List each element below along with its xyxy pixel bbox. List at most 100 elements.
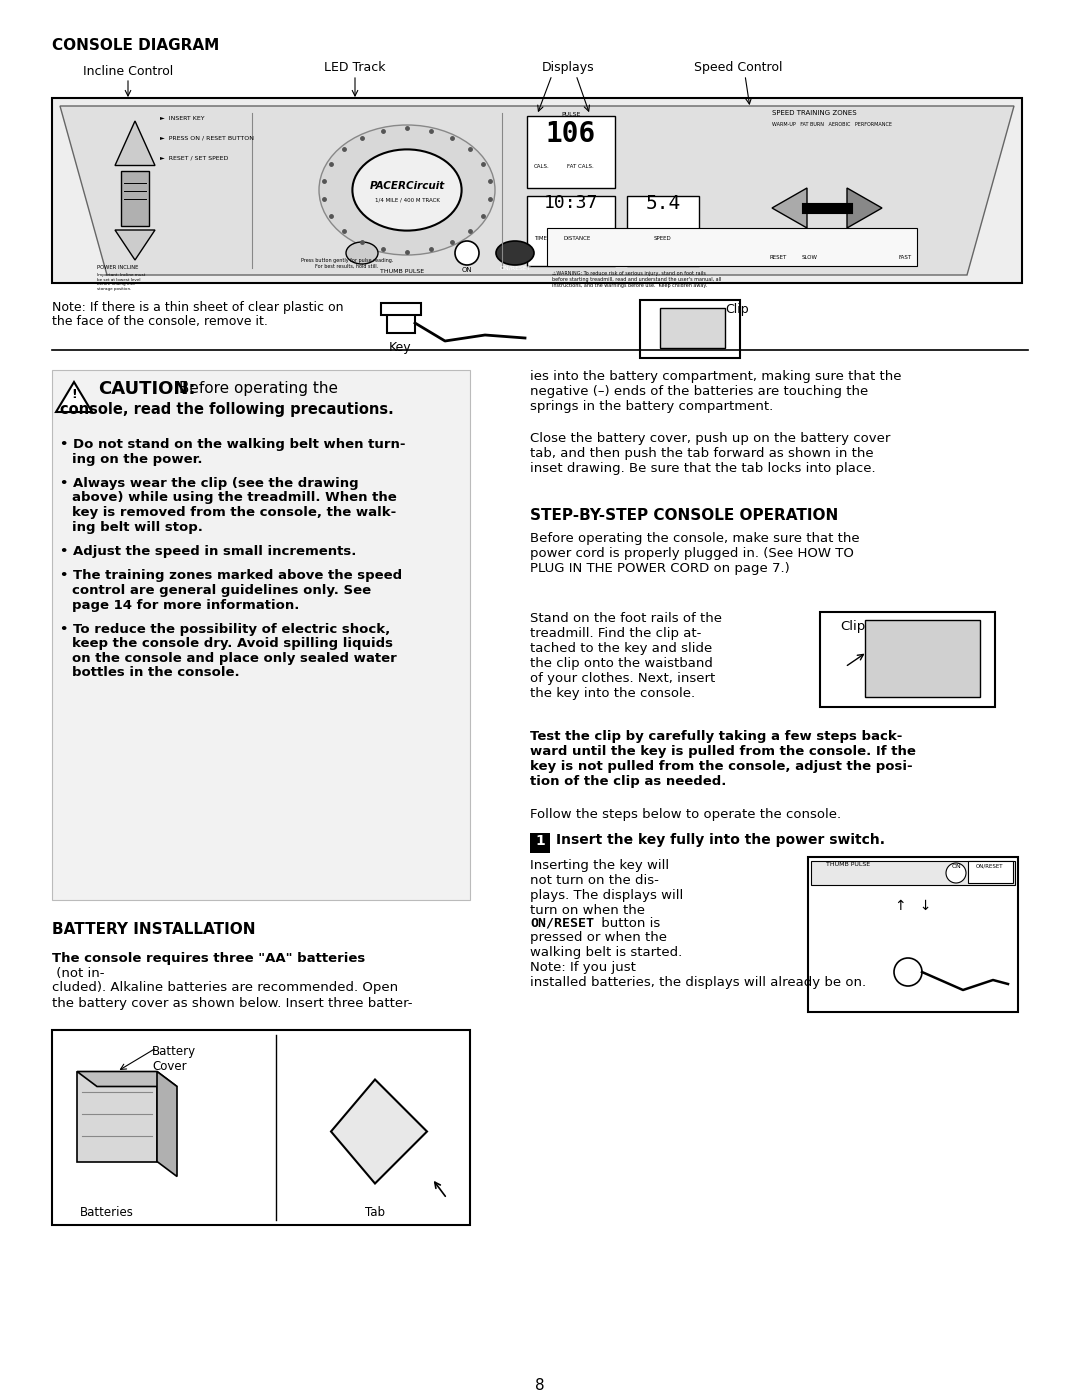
Text: 8: 8	[536, 1377, 544, 1393]
Text: Follow the steps below to operate the console.: Follow the steps below to operate the co…	[530, 807, 841, 821]
Polygon shape	[847, 189, 882, 228]
Circle shape	[894, 958, 922, 986]
Bar	[527, 196, 615, 265]
Text: CONSOLE DIAGRAM: CONSOLE DIAGRAM	[52, 38, 219, 53]
Ellipse shape	[319, 124, 495, 256]
Text: 106: 106	[545, 120, 596, 148]
Text: Inserting the key will
not turn on the dis-
plays. The displays will
turn on whe: Inserting the key will not turn on the d…	[530, 859, 684, 916]
Text: Before operating the: Before operating the	[174, 381, 338, 395]
Ellipse shape	[346, 242, 378, 264]
Text: Clip: Clip	[725, 303, 748, 316]
Text: LED Track: LED Track	[324, 61, 386, 74]
Text: BATTERY INSTALLATION: BATTERY INSTALLATION	[52, 922, 256, 937]
Text: ↑   ↓: ↑ ↓	[895, 900, 931, 914]
Bar	[546, 228, 917, 265]
Polygon shape	[77, 1071, 177, 1087]
Text: POWER INCLINE: POWER INCLINE	[97, 265, 138, 270]
Text: (not in-
cluded). Alkaline batteries are recommended. Open
the battery cover as : (not in- cluded). Alkaline batteries are…	[52, 967, 413, 1010]
Text: above) while using the treadmill. When the: above) while using the treadmill. When t…	[72, 492, 396, 504]
Text: ON: ON	[461, 267, 472, 272]
Text: ON/RESET: ON/RESET	[499, 265, 530, 271]
Bar	[527, 116, 615, 189]
Text: RESET: RESET	[770, 256, 787, 260]
Text: • To reduce the possibility of electric shock,: • To reduce the possibility of electric …	[60, 623, 390, 636]
Bar	[808, 856, 1018, 1011]
Text: Clip: Clip	[840, 620, 865, 633]
Bar	[381, 303, 421, 314]
Bar	[52, 1030, 470, 1225]
Text: ies into the battery compartment, making sure that the
negative (–) ends of the : ies into the battery compartment, making…	[530, 370, 902, 414]
Text: 5.4: 5.4	[646, 194, 680, 212]
Bar	[811, 861, 1015, 886]
Polygon shape	[330, 1080, 427, 1183]
Text: PULSE: PULSE	[562, 112, 581, 117]
Text: keep the console dry. Avoid spilling liquids: keep the console dry. Avoid spilling liq…	[72, 637, 393, 651]
Text: The console requires three "AA" batteries: The console requires three "AA" batterie…	[52, 951, 365, 965]
Text: ON/RESET: ON/RESET	[530, 916, 594, 930]
Text: WARM-UP   FAT BURN   AEROBIC   PERFORMANCE: WARM-UP FAT BURN AEROBIC PERFORMANCE	[772, 122, 892, 127]
Text: TIME: TIME	[534, 236, 546, 242]
Text: • The training zones marked above the speed: • The training zones marked above the sp…	[60, 570, 402, 583]
Text: CAUTION:: CAUTION:	[98, 380, 195, 398]
Text: Tab: Tab	[365, 1207, 384, 1220]
Text: on the console and place only sealed water: on the console and place only sealed wat…	[72, 652, 396, 665]
Polygon shape	[114, 231, 156, 260]
Ellipse shape	[496, 242, 534, 265]
Text: ►  RESET / SET SPEED: ► RESET / SET SPEED	[160, 156, 228, 161]
Text: 1/4 MILE / 400 M TRACK: 1/4 MILE / 400 M TRACK	[375, 197, 440, 203]
Bar	[627, 196, 699, 265]
Text: pressed or when the
walking belt is started.
Note: If you just
installed batteri: pressed or when the walking belt is star…	[530, 930, 866, 989]
Text: ⚠WARNING: To reduce risk of serious injury, stand on foot rails
before starting : ⚠WARNING: To reduce risk of serious inju…	[552, 271, 721, 288]
Text: Test the clip by carefully taking a few steps back-
ward until the key is pulled: Test the clip by carefully taking a few …	[530, 731, 916, 788]
Text: Note: If there is a thin sheet of clear plastic on: Note: If there is a thin sheet of clear …	[52, 300, 343, 314]
Text: ing on the power.: ing on the power.	[72, 453, 203, 465]
Text: FAST: FAST	[899, 256, 912, 260]
Bar	[52, 370, 470, 900]
Text: button is: button is	[597, 916, 660, 930]
Text: ON: ON	[951, 863, 961, 869]
Text: FAT CALS.: FAT CALS.	[567, 163, 594, 169]
Ellipse shape	[352, 149, 461, 231]
Text: Close the battery cover, push up on the battery cover
tab, and then push the tab: Close the battery cover, push up on the …	[530, 432, 890, 475]
Bar	[865, 620, 980, 697]
Text: ►  INSERT KEY: ► INSERT KEY	[160, 116, 204, 122]
Text: ing belt will stop.: ing belt will stop.	[72, 521, 203, 534]
Circle shape	[455, 242, 480, 265]
Text: control are general guidelines only. See: control are general guidelines only. See	[72, 584, 372, 597]
Text: ►  PRESS ON / RESET BUTTON: ► PRESS ON / RESET BUTTON	[160, 136, 254, 141]
Text: Batteries: Batteries	[80, 1207, 134, 1220]
Text: Important: Incline must
be set at lowest level
before folding into
storage posit: Important: Incline must be set at lowest…	[97, 272, 145, 291]
Text: key is removed from the console, the walk-: key is removed from the console, the wal…	[72, 506, 396, 520]
Bar	[660, 307, 725, 348]
Text: DISTANCE: DISTANCE	[564, 236, 591, 242]
Bar	[820, 612, 995, 707]
Text: 1: 1	[535, 834, 545, 848]
Text: • Do not stand on the walking belt when turn-: • Do not stand on the walking belt when …	[60, 439, 405, 451]
Text: THUMB PULSE: THUMB PULSE	[380, 270, 424, 274]
Text: Key: Key	[389, 341, 411, 353]
Text: • Always wear the clip (see the drawing: • Always wear the clip (see the drawing	[60, 476, 359, 490]
Polygon shape	[56, 381, 92, 412]
Text: Press button gently for pulse reading.
For best results, hold still.: Press button gently for pulse reading. F…	[301, 258, 393, 268]
Text: page 14 for more information.: page 14 for more information.	[72, 598, 299, 612]
Polygon shape	[772, 189, 807, 228]
Bar	[121, 170, 149, 225]
Text: SLOW: SLOW	[802, 256, 818, 260]
Bar	[530, 833, 550, 854]
Text: • Adjust the speed in small increments.: • Adjust the speed in small increments.	[60, 545, 356, 557]
Text: CALS.: CALS.	[534, 163, 550, 169]
Polygon shape	[157, 1071, 177, 1176]
Text: console, read the following precautions.: console, read the following precautions.	[60, 402, 394, 416]
Text: the face of the console, remove it.: the face of the console, remove it.	[52, 314, 268, 328]
Bar	[52, 98, 1022, 284]
Text: ON/RESET: ON/RESET	[976, 863, 1003, 869]
Polygon shape	[114, 122, 156, 165]
Text: SPEED TRAINING ZONES: SPEED TRAINING ZONES	[772, 110, 856, 116]
Text: PACERCircuit: PACERCircuit	[369, 182, 445, 191]
Text: THUMB PULSE: THUMB PULSE	[826, 862, 870, 868]
Text: Battery
Cover: Battery Cover	[152, 1045, 197, 1073]
Polygon shape	[77, 1071, 157, 1161]
Text: Before operating the console, make sure that the
power cord is properly plugged : Before operating the console, make sure …	[530, 532, 860, 576]
Text: !: !	[71, 388, 77, 401]
Text: Speed Control: Speed Control	[693, 61, 782, 74]
